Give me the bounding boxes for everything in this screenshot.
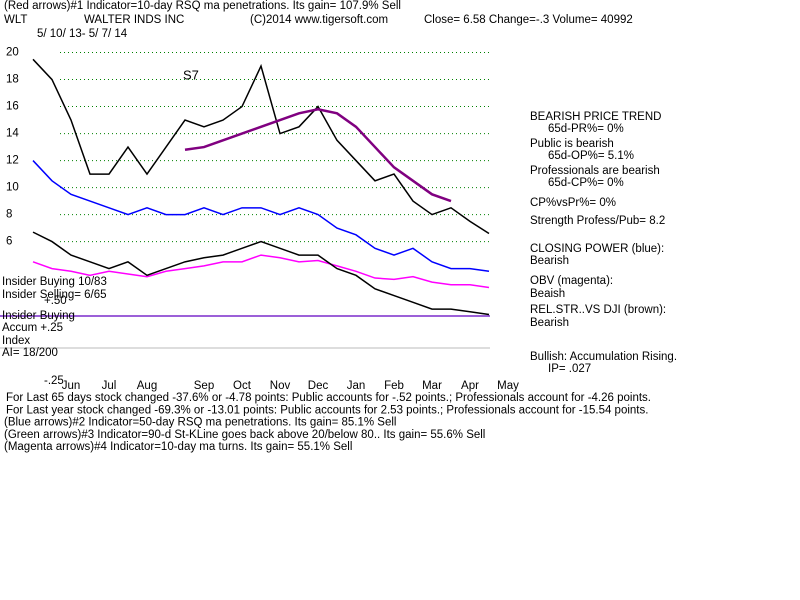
left-note: Insider Selling= 6/65 <box>2 289 107 301</box>
y-tick-label: 8 <box>6 209 12 221</box>
x-tick-label: Dec <box>308 380 329 392</box>
quote: Close= 6.58 Change=-.3 Volume= 40992 <box>424 14 633 26</box>
x-tick-label: Mar <box>422 380 442 392</box>
left-note: AI= 18/200 <box>2 347 58 359</box>
y-tick-label: 10 <box>6 182 19 194</box>
x-tick-label: Sep <box>194 380 214 392</box>
side-note: 65d-OP%= 5.1% <box>548 150 634 162</box>
signal-label: S7 <box>183 67 199 82</box>
footer-line: For Last year stock changed -69.3% or -1… <box>6 404 648 416</box>
side-note: Strength Profess/Pub= 8.2 <box>530 215 665 227</box>
side-note: Beaish <box>530 288 565 300</box>
side-note: Professionals are bearish <box>530 165 660 177</box>
side-note: 65d-CP%= 0% <box>548 177 624 189</box>
side-note: CLOSING POWER (blue): <box>530 243 664 255</box>
series-line <box>32 254 490 289</box>
date-range: 5/ 10/ 13- 5/ 7/ 14 <box>37 28 128 40</box>
left-note: +.50 <box>44 295 67 307</box>
x-tick-label: Apr <box>461 380 479 392</box>
side-note: BEARISH PRICE TREND <box>530 111 661 123</box>
left-note: Index <box>2 335 30 347</box>
side-note: Bullish: Accumulation Rising. <box>530 351 677 363</box>
footer-line: (Green arrows)#3 Indicator=90-d St-KLine… <box>4 429 485 441</box>
left-note: -.25 <box>44 375 64 387</box>
footer-line: (Blue arrows)#2 Indicator=50-day RSQ ma … <box>4 417 396 429</box>
side-note: CP%vsPr%= 0% <box>530 197 616 209</box>
side-note: Bearish <box>530 255 569 267</box>
side-note: OBV (magenta): <box>530 275 613 287</box>
footer-line: (Magenta arrows)#4 Indicator=10-day ma t… <box>4 441 352 453</box>
footer-line: For Last 65 days stock changed -37.6% or… <box>6 392 651 404</box>
series-line <box>32 58 490 235</box>
left-note: Insider Buying <box>2 310 75 322</box>
copyright: (C)2014 www.tigersoft.com <box>250 14 388 26</box>
header: (Red arrows)#1 Indicator=10-day RSQ ma p… <box>4 0 401 12</box>
ticker: WLT <box>4 14 27 26</box>
y-tick-label: 6 <box>6 236 12 248</box>
side-note: IP= .027 <box>548 363 591 375</box>
side-note: 65d-PR%= 0% <box>548 123 624 135</box>
side-note: REL.STR..VS DJI (brown): <box>530 304 666 316</box>
y-tick-label: 20 <box>6 47 19 59</box>
y-tick-label: 18 <box>6 74 19 86</box>
x-tick-label: Jun <box>62 380 81 392</box>
y-tick-label: 14 <box>6 128 19 140</box>
x-tick-label: Feb <box>384 380 404 392</box>
series-line <box>32 160 490 273</box>
x-tick-label: Jan <box>347 380 366 392</box>
left-note: Accum +.25 <box>2 322 63 334</box>
x-tick-label: Oct <box>233 380 252 392</box>
x-tick-label: May <box>497 380 519 392</box>
x-tick-label: Jul <box>102 380 117 392</box>
left-note: Insider Buying 10/83 <box>2 276 107 288</box>
side-note: Bearish <box>530 317 569 329</box>
x-tick-label: Aug <box>137 380 157 392</box>
series-line <box>32 231 490 316</box>
y-tick-label: 12 <box>6 155 19 167</box>
y-tick-label: 16 <box>6 101 19 113</box>
side-note: Public is bearish <box>530 138 614 150</box>
series-line <box>184 107 452 203</box>
x-tick-label: Nov <box>270 380 291 392</box>
chart-title: WALTER INDS INC <box>84 14 184 26</box>
